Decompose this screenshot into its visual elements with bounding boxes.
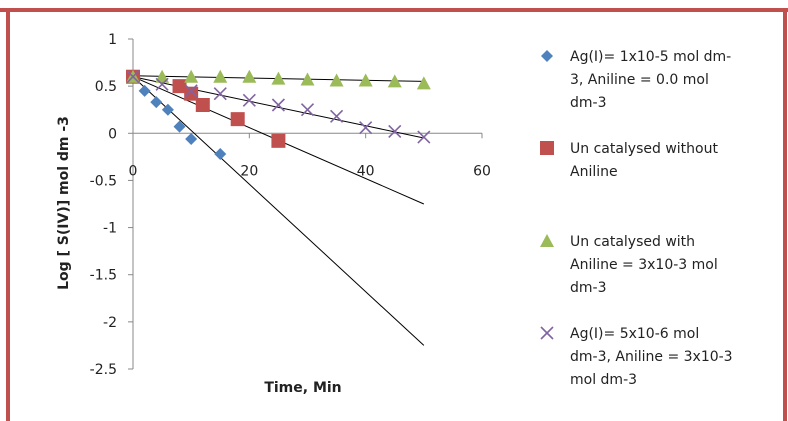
- legend: Ag(I)= 1x10-5 mol dm- 3, Aniline = 0.0 mo…: [540, 49, 733, 388]
- data-point-series-1: [150, 96, 163, 109]
- legend-label-series-1: 3, Aniline = 0.0 mol: [570, 72, 709, 88]
- data-point-series-4: [184, 84, 198, 98]
- data-point-series-4: [155, 77, 169, 91]
- data-point-series-4-stroke: [213, 87, 227, 101]
- data-point-series-4-stroke: [388, 124, 402, 138]
- data-point-series-1: [161, 103, 174, 116]
- data-point-series-3: [242, 69, 257, 83]
- data-point-series-1: [173, 120, 186, 133]
- x-tick-label: 0: [129, 163, 138, 179]
- legend-label-series-3: Aniline = 3x10-3 mol: [570, 257, 718, 273]
- y-tick-label: -0.5: [90, 173, 117, 189]
- y-tick-label: -1.5: [90, 268, 117, 284]
- data-point-series-4: [271, 98, 285, 112]
- data-point-series-4-stroke: [359, 121, 373, 135]
- data-point-series-3: [213, 69, 228, 83]
- data-point-series-4-stroke: [417, 130, 431, 144]
- data-point-series-3: [300, 72, 315, 86]
- data-point-series-3: [271, 71, 286, 85]
- legend-label-series-1: dm-3: [570, 95, 606, 111]
- data-point-series-1: [185, 132, 198, 145]
- data-point-series-2: [172, 79, 187, 94]
- legend-label-series-4: mol dm-3: [570, 372, 637, 388]
- y-tick-label: -2: [103, 315, 117, 331]
- data-point-series-2: [230, 112, 245, 127]
- legend-label-series-1: Ag(I)= 1x10-5 mol dm-: [570, 49, 731, 65]
- data-point-series-4-stroke: [184, 84, 198, 98]
- data-point-series-4: [242, 93, 256, 107]
- legend-marker-series-4-stroke: [540, 326, 554, 340]
- y-tick-label: 1: [108, 32, 117, 48]
- y-tick-label: 0: [108, 126, 117, 142]
- plot-area: 1 0.5 0 -0.5 -1 -1.5 -2 -2.5 0 20 40 60: [90, 32, 491, 378]
- data-point-series-4: [126, 70, 140, 84]
- data-point-series-3: [416, 76, 431, 90]
- legend-label-series-2: Aniline: [570, 164, 618, 180]
- data-point-series-2: [271, 133, 286, 148]
- y-axis-title: Log [ S(IV)] mol dm -3: [56, 116, 72, 290]
- legend-marker-series-4: [540, 326, 554, 340]
- data-point-series-4-stroke: [242, 93, 256, 107]
- legend-label-series-3: dm-3: [570, 280, 606, 296]
- data-point-series-4-stroke: [271, 98, 285, 112]
- x-axis-title: Time, Min: [264, 380, 341, 396]
- data-point-series-4-stroke: [155, 77, 169, 91]
- data-point-series-4-stroke: [330, 109, 344, 123]
- data-point-series-2: [184, 86, 199, 101]
- data-point-series-4: [359, 121, 373, 135]
- legend-label-series-4: dm-3, Aniline = 3x10-3: [570, 349, 733, 365]
- trendline-series-1: [132, 76, 425, 346]
- data-point-series-3: [155, 69, 170, 83]
- data-point-series-4: [417, 130, 431, 144]
- legend-label-series-3: Un catalysed with: [570, 234, 695, 250]
- legend-marker-series-1: [541, 50, 553, 62]
- legend-marker-series-2: [540, 141, 554, 155]
- data-point-series-1: [138, 84, 151, 97]
- data-point-series-4-stroke: [126, 70, 140, 84]
- data-point-series-1: [214, 148, 227, 161]
- x-tick-label: 20: [240, 163, 258, 179]
- data-point-series-4: [300, 103, 315, 117]
- x-tick-label: 40: [357, 163, 375, 179]
- data-point-series-4: [330, 109, 344, 123]
- data-point-series-3: [184, 69, 199, 83]
- data-point-series-3: [387, 74, 402, 88]
- y-tick-label: -1: [103, 221, 117, 237]
- y-tick-label: 0.5: [95, 79, 117, 95]
- data-point-series-3: [329, 73, 344, 87]
- data-point-series-2: [195, 98, 210, 112]
- data-point-series-4: [213, 87, 227, 101]
- data-point-series-4: [388, 124, 402, 138]
- data-point-series-3: [358, 73, 373, 87]
- data-point-series-4-stroke: [300, 103, 315, 117]
- y-tick-label: -2.5: [90, 362, 117, 378]
- legend-label-series-4: Ag(I)= 5x10-6 mol: [570, 326, 699, 342]
- legend-marker-series-3: [540, 234, 554, 247]
- x-tick-label: 60: [473, 163, 491, 179]
- legend-label-series-2: Un catalysed without: [570, 141, 718, 157]
